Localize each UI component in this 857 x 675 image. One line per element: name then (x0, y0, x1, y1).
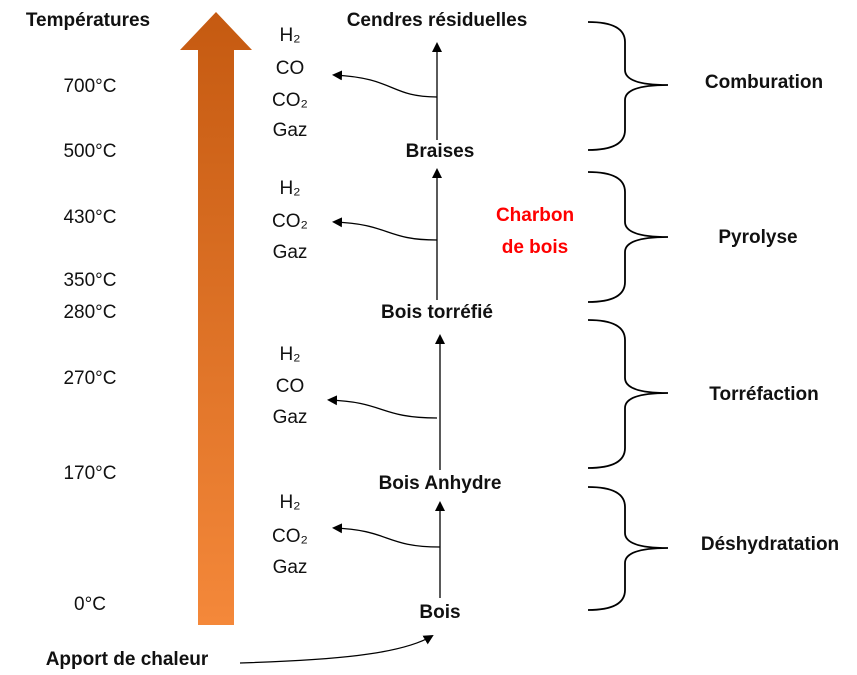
temperature: 270°C (63, 368, 116, 389)
gas: CO (276, 376, 305, 397)
gas: Gaz (273, 557, 308, 578)
temperature: 350°C (63, 270, 116, 291)
brace (587, 21, 669, 151)
stage: Bois (419, 602, 460, 623)
gas-arrow (327, 395, 438, 419)
temperature: 430°C (63, 207, 116, 228)
stage: Cendres résiduelles (347, 10, 528, 31)
gas-arrow (332, 523, 441, 548)
temperature: 170°C (63, 463, 116, 484)
stage: Bois torréfié (381, 302, 493, 323)
gas: CO (276, 58, 305, 79)
stage: Braises (406, 141, 475, 162)
heat-arrow (180, 12, 252, 625)
gas: H₂ (279, 492, 300, 513)
product: de bois (502, 237, 569, 258)
gas: Gaz (273, 242, 308, 263)
temperature: 0°C (74, 594, 106, 615)
phase: Torréfaction (709, 384, 818, 405)
gas: H₂ (279, 178, 300, 199)
temperature: 280°C (63, 302, 116, 323)
heat-curve (239, 634, 434, 664)
gas: Gaz (273, 120, 308, 141)
phase: Pyrolyse (718, 227, 797, 248)
product: Charbon (496, 205, 574, 226)
brace (587, 486, 669, 611)
phase: Déshydratation (701, 534, 839, 555)
title: Températures (26, 10, 150, 31)
gas: CO₂ (272, 526, 308, 547)
gas: H₂ (279, 344, 300, 365)
gas-arrow (332, 70, 438, 98)
gas: CO₂ (272, 211, 308, 232)
gas: CO₂ (272, 90, 308, 111)
gas: H₂ (279, 25, 300, 46)
heat-source: Apport de chaleur (46, 649, 209, 670)
brace (587, 319, 669, 469)
phase: Comburation (705, 72, 823, 93)
temperature: 700°C (63, 76, 116, 97)
temperature: 500°C (63, 141, 116, 162)
gas-arrow (332, 217, 438, 241)
gas: Gaz (273, 407, 308, 428)
stage: Bois Anhydre (379, 473, 502, 494)
brace (587, 171, 669, 303)
